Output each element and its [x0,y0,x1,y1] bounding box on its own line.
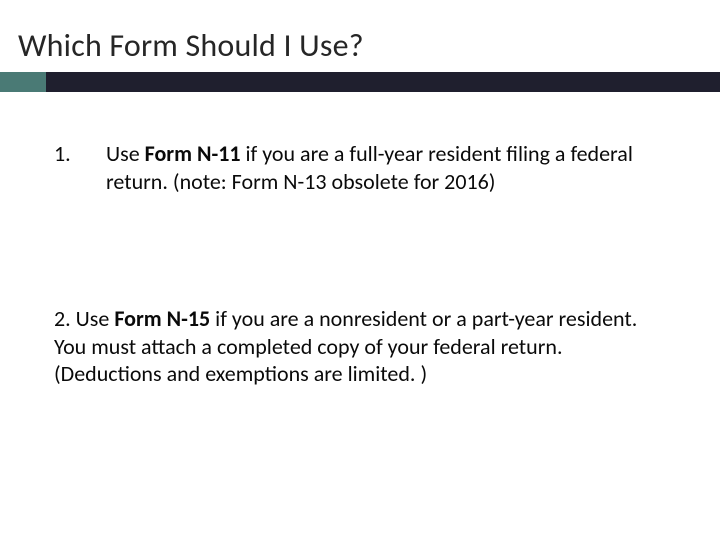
text-run: 2. Use [54,305,114,332]
list-item-2: 2. Use Form N-15 if you are a nonresiden… [54,305,666,388]
list-item-1: 1. Use Form N-11 if you are a full-year … [54,140,666,195]
list-item-1-number: 1. [54,140,106,195]
slide-title: Which Form Should I Use? [18,26,364,65]
underline-main [46,72,720,92]
text-run: Use [106,140,145,167]
underline-accent [0,72,46,92]
text-bold: Form N-15 [114,305,210,332]
text-bold: Form N-11 [145,140,241,167]
list-item-1-text: Use Form N-11 if you are a full-year res… [106,140,666,195]
title-underline-bar [0,72,720,92]
slide-body: 1. Use Form N-11 if you are a full-year … [54,140,666,388]
slide: Which Form Should I Use? 1. Use Form N-1… [0,0,720,540]
